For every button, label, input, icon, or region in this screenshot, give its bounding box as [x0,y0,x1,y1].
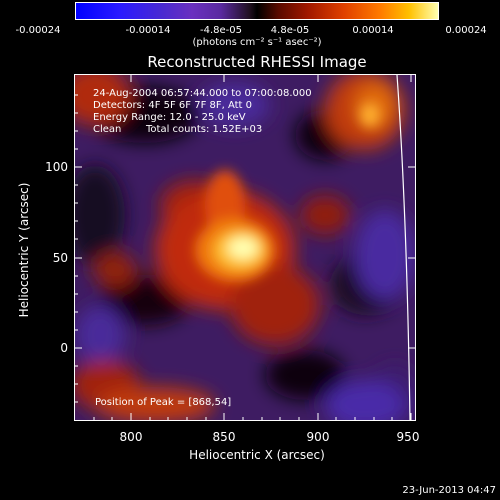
colorbar-tick-label: -0.00014 [125,25,171,36]
rhessi-image [74,74,416,421]
detectors-annotation: Detectors: 4F 5F 6F 7F 8F, Att 0 [93,100,253,111]
colorbar-units: (photons cm⁻² s⁻¹ asec⁻²) [192,37,322,48]
colorbar-tick-label: 0.00014 [352,25,394,36]
rhessi-image-map [75,75,415,420]
y-axis-label: Heliocentric Y (arcsec) [17,182,31,318]
y-tick-label: 100 [45,160,68,174]
plot-title: Reconstructed RHESSI Image [147,53,367,71]
x-axis-label: Heliocentric X (arcsec) [189,448,325,462]
colorbar-tick-label: -4.8e-05 [200,25,242,36]
x-tick-label: 800 [119,430,143,444]
energy-annotation: Energy Range: 12.0 - 25.0 keV [93,112,246,123]
x-tick-label: 850 [212,430,236,444]
colorbar-tick-label: -0.00024 [15,25,61,36]
colorbar-tick-label: 0.00024 [445,25,487,36]
x-tick-label: 900 [306,430,330,444]
generation-date: 23-Jun-2013 04:47 [402,485,496,496]
colorbar [75,2,439,20]
peak-annotation: Position of Peak = [868,54] [95,397,232,408]
x-tick-label: 950 [396,430,420,444]
time-range-annotation: 24-Aug-2004 06:57:44.000 to 07:00:08.000 [93,88,312,99]
y-tick-label: 0 [60,341,68,355]
colorbar-tick-label: 4.8e-05 [270,25,310,36]
counts-annotation: Total counts: 1.52E+03 [146,124,263,135]
y-tick-label: 50 [52,251,68,265]
method-annotation: Clean [93,124,122,135]
